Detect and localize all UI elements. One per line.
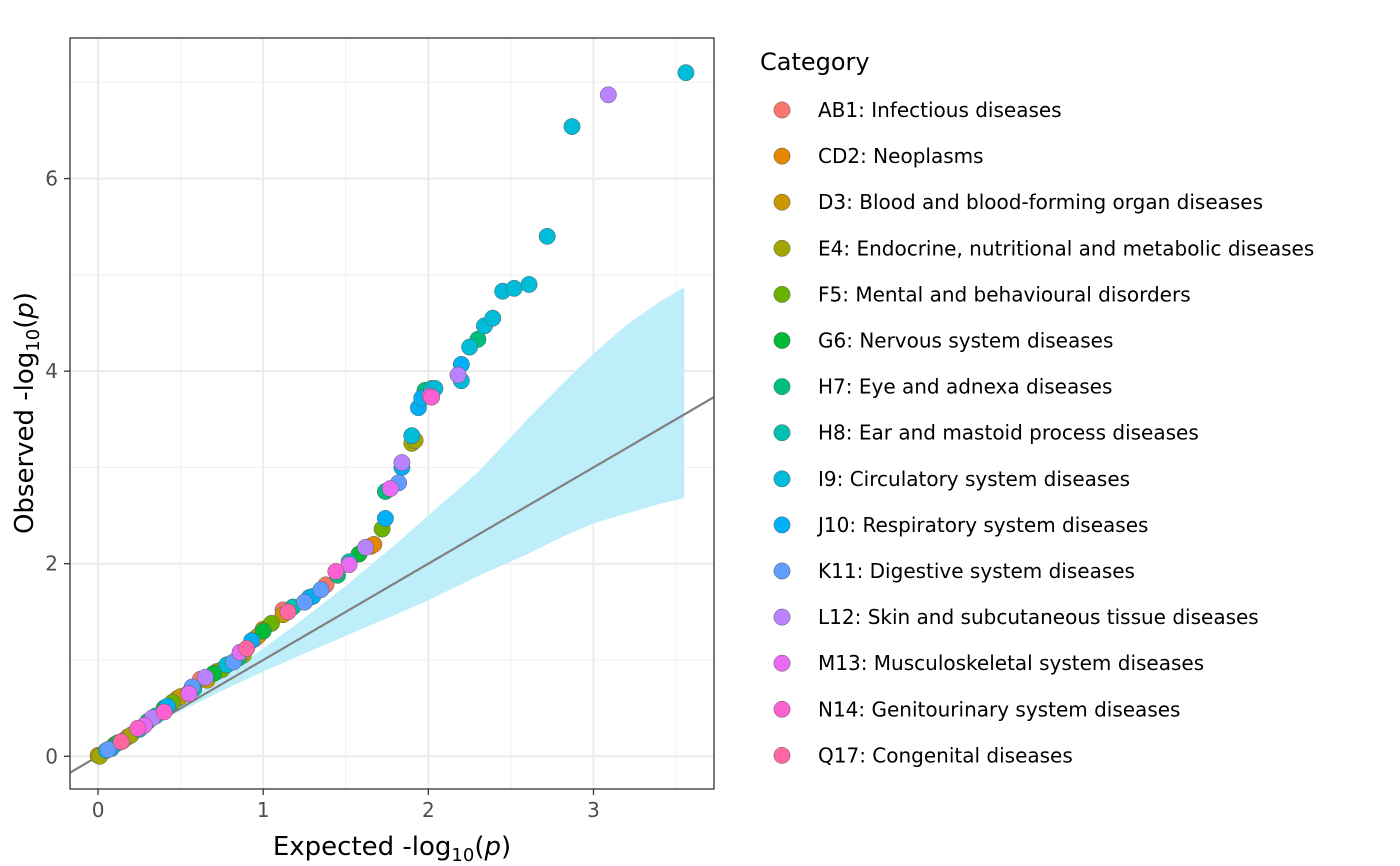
data-point [129, 719, 147, 737]
legend-label: F5: Mental and behavioural disorders [818, 282, 1191, 306]
confidence-band-area [147, 287, 685, 728]
legend-label: L12: Skin and subcutaneous tissue diseas… [818, 605, 1259, 629]
y-tick-label: 2 [45, 552, 58, 576]
confidence-band [147, 287, 685, 728]
legend-key [773, 239, 791, 257]
data-point [296, 593, 313, 611]
legend-key [773, 332, 791, 349]
data-point [254, 622, 272, 640]
data-point [505, 279, 523, 297]
data-point [155, 703, 173, 721]
data-point [484, 309, 502, 327]
data-point [381, 480, 399, 498]
legend-label: Q17: Congenital diseases [818, 743, 1073, 767]
data-points [89, 64, 695, 765]
legend-key [773, 562, 791, 580]
legend-key [773, 193, 791, 211]
legend-label: E4: Endocrine, nutritional and metabolic… [818, 236, 1314, 260]
data-point [238, 639, 256, 657]
reference-line [70, 396, 714, 774]
data-point [393, 454, 411, 472]
legend-key [773, 654, 791, 672]
data-point [376, 509, 394, 527]
plot-panel-border [69, 37, 715, 790]
legend-key [773, 700, 791, 718]
data-point [599, 86, 617, 104]
legend-key [773, 516, 791, 534]
data-point [279, 603, 297, 621]
legend-key [773, 378, 791, 396]
data-point [180, 685, 198, 703]
legend: Category AB1: Infectious diseases CD2: Ne… [760, 48, 1314, 767]
x-tick-label: 0 [92, 798, 105, 822]
data-point [563, 118, 581, 136]
legend-title: Category [760, 48, 870, 76]
legend-label: I9: Circulatory system diseases [818, 467, 1130, 491]
data-point [357, 538, 375, 556]
data-point [312, 581, 330, 599]
y-tick-label: 0 [45, 744, 58, 768]
x-tick-label: 3 [587, 798, 600, 822]
data-point [520, 276, 538, 293]
data-point [196, 668, 214, 686]
y-axis-title: Observed -log10(p) [10, 292, 44, 534]
legend-label: AB1: Infectious diseases [818, 98, 1062, 122]
data-point [99, 741, 117, 758]
data-point [677, 64, 695, 82]
x-tick-label: 1 [257, 798, 270, 822]
legend-label: H8: Ear and mastoid process diseases [818, 421, 1199, 445]
identity-line [70, 396, 714, 774]
legend-key [773, 746, 791, 764]
legend-label: H7: Eye and adnexa diseases [818, 375, 1112, 399]
legend-key [773, 285, 791, 303]
x-tick-label: 2 [422, 798, 435, 822]
data-point [538, 227, 556, 245]
legend-label: D3: Blood and blood-forming organ diseas… [818, 190, 1263, 214]
y-axis-ticks: 0 2 4 6 [45, 167, 70, 768]
legend-key [773, 608, 791, 626]
data-point [461, 338, 479, 356]
legend-label: J10: Respiratory system diseases [816, 513, 1148, 537]
data-point [327, 562, 345, 580]
legend-label: K11: Digestive system diseases [818, 559, 1135, 583]
legend-key [773, 424, 791, 442]
y-tick-label: 6 [45, 167, 58, 191]
data-point [403, 427, 421, 445]
data-point [449, 366, 467, 384]
legend-key [773, 470, 791, 488]
x-axis-ticks: 0 1 2 3 [92, 789, 600, 822]
data-point [423, 388, 441, 406]
legend-key [773, 101, 791, 119]
legend-label: CD2: Neoplasms [818, 144, 984, 168]
legend-key [773, 147, 791, 165]
legend-label: M13: Musculoskeletal system diseases [818, 651, 1204, 675]
x-axis-title: Expected -log10(p) [273, 832, 511, 866]
legend-label: G6: Nervous system diseases [818, 329, 1113, 353]
legend-label: N14: Genitourinary system diseases [818, 697, 1180, 721]
data-point [112, 733, 130, 751]
y-tick-label: 4 [45, 359, 58, 383]
